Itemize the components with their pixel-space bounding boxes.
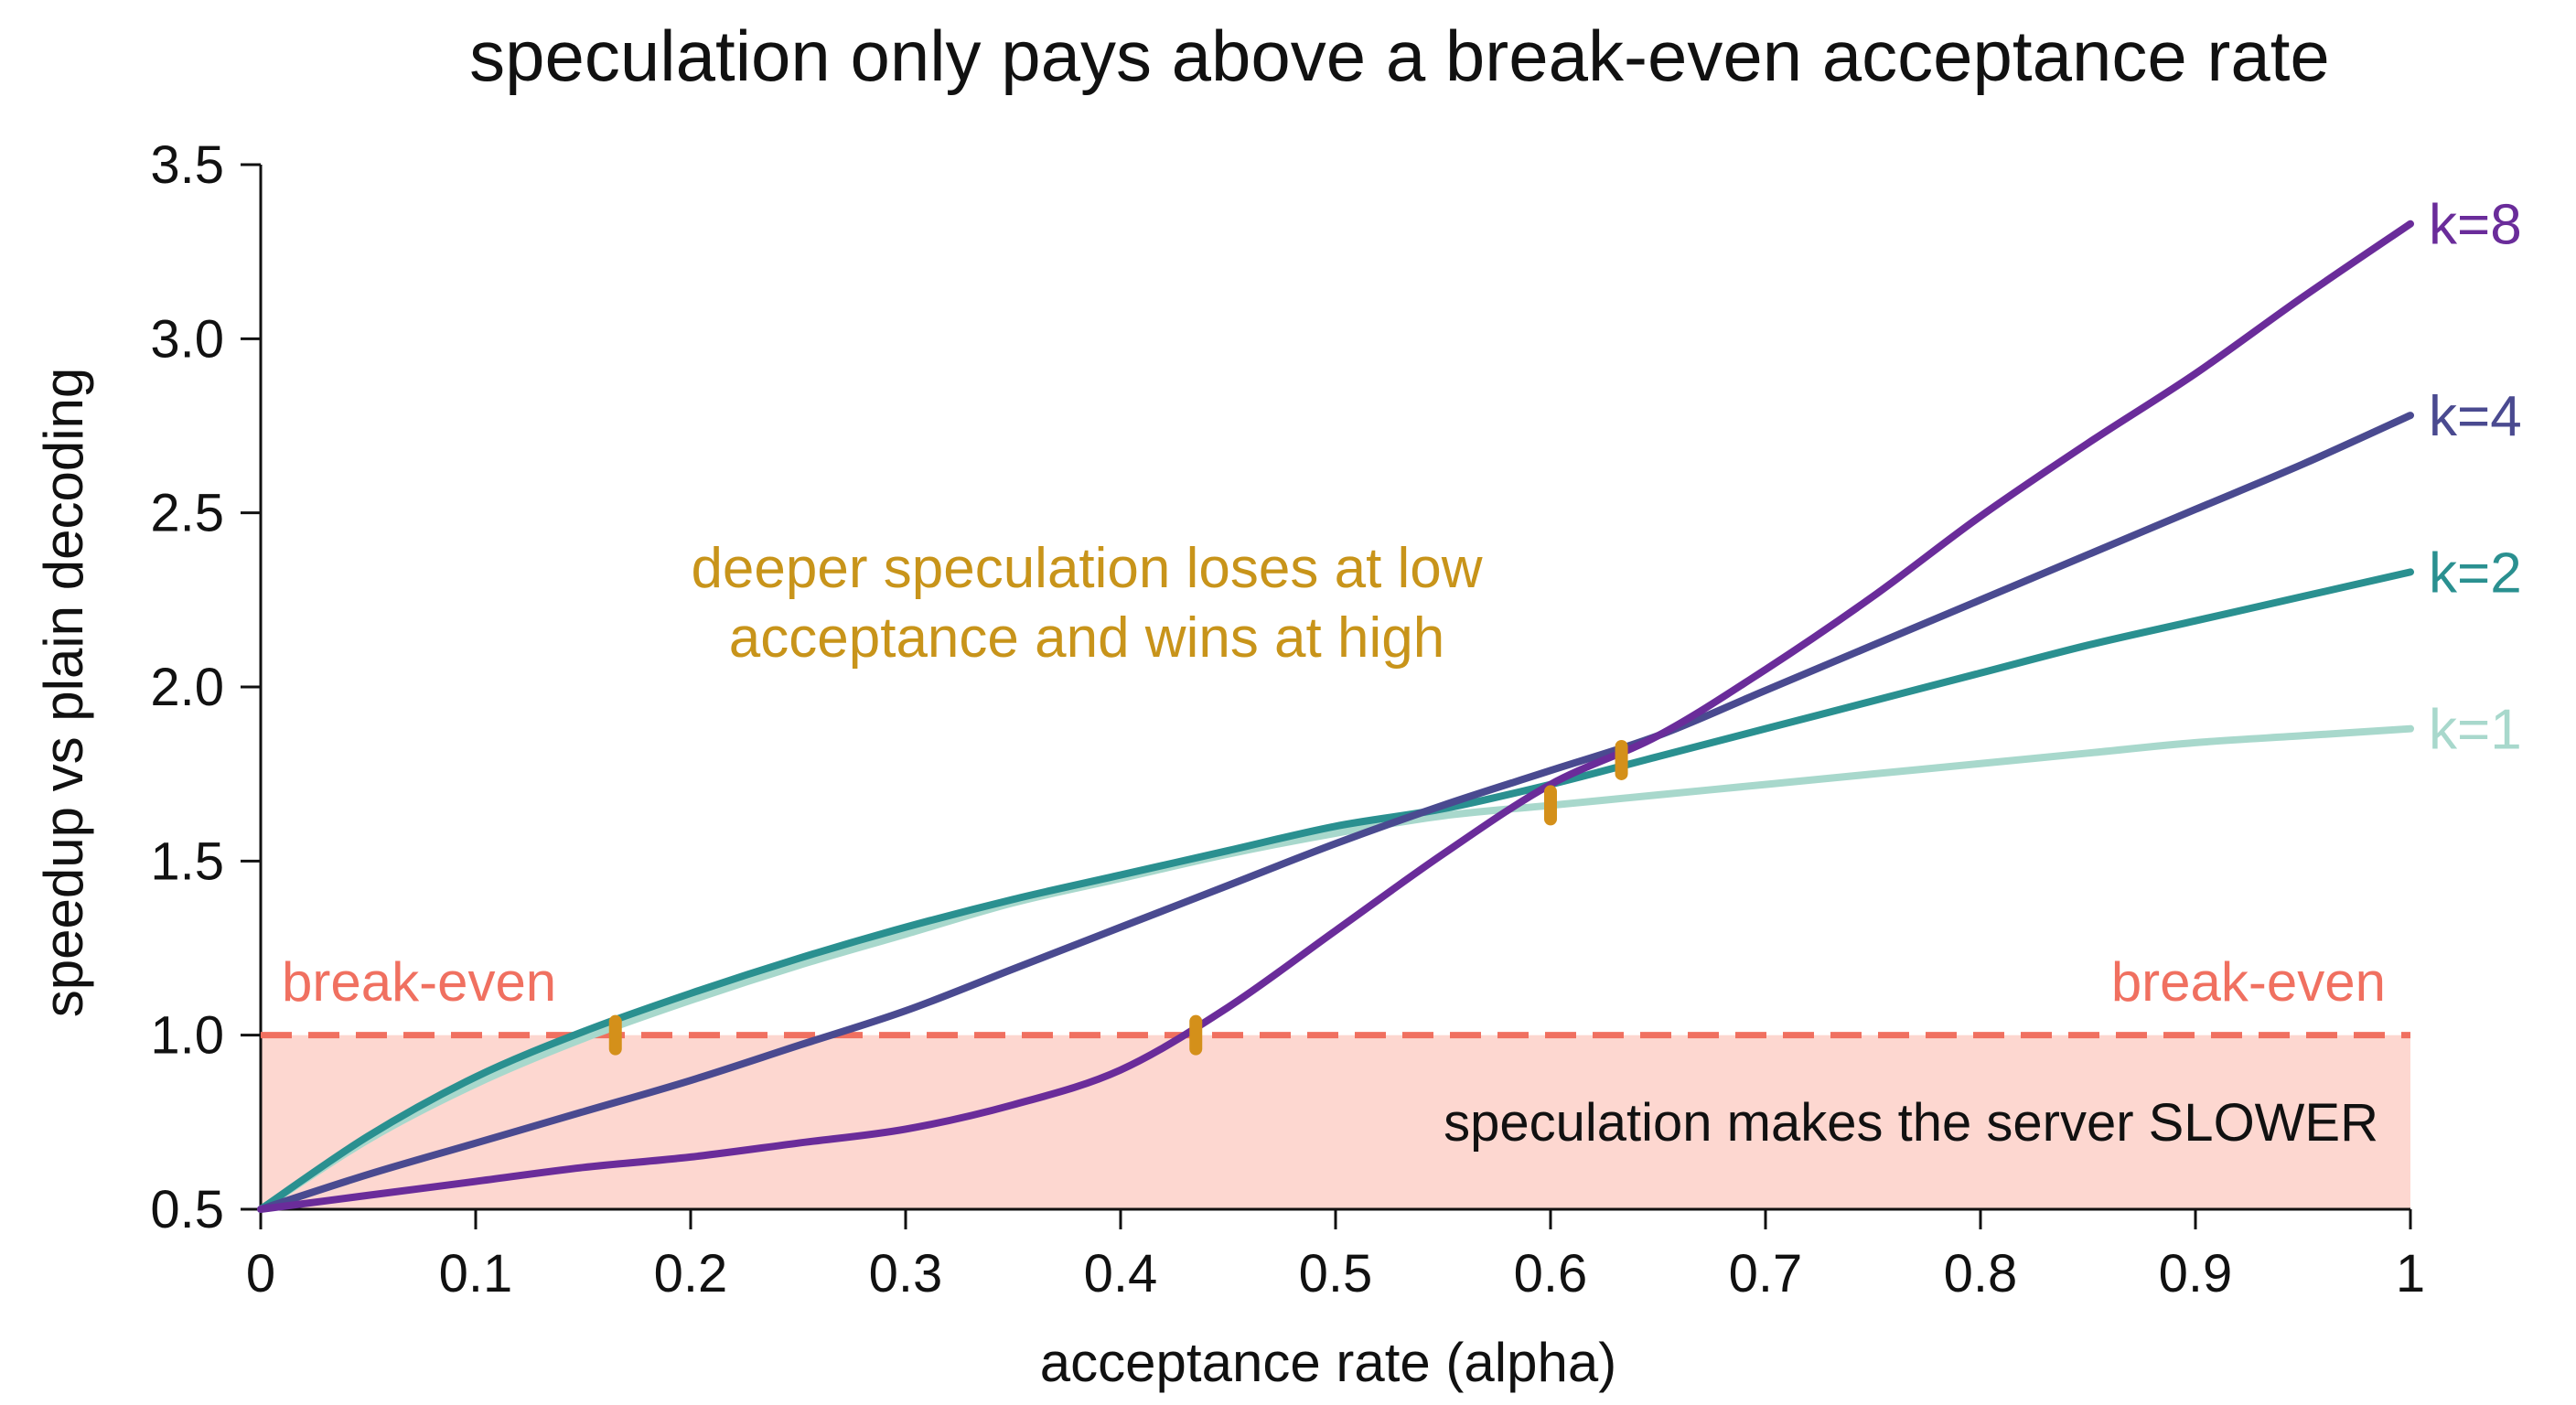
x-tick-label: 0.1 bbox=[439, 1244, 513, 1303]
annotation-line-2: acceptance and wins at high bbox=[729, 606, 1444, 670]
crossover-marker bbox=[1189, 1014, 1203, 1056]
x-tick-label: 0.8 bbox=[1944, 1244, 2018, 1303]
x-tick-label: 0.2 bbox=[654, 1244, 728, 1303]
x-tick-label: 0.4 bbox=[1084, 1244, 1158, 1303]
series-label-k4: k=4 bbox=[2429, 385, 2522, 448]
chart-title: speculation only pays above a break-even… bbox=[469, 16, 2330, 96]
series-lines: k=1 k=2 k=4 k=8 bbox=[257, 194, 2522, 1213]
x-tick-label: 0 bbox=[246, 1244, 275, 1303]
series-label-k2: k=2 bbox=[2429, 542, 2522, 605]
crossover-markers bbox=[608, 739, 1628, 1056]
y-tick-label: 1.0 bbox=[150, 1006, 224, 1066]
axis-ticks: 0 0.1 0.2 0.3 0.4 0.5 0.6 0.7 0.8 0.9 1 0.5 1.0 1.5 2.… bbox=[150, 135, 2425, 1303]
y-tick-label: 0.5 bbox=[150, 1180, 224, 1239]
break-even-label-right: break-even bbox=[2111, 951, 2386, 1013]
slower-region-label: speculation makes the server SLOWER bbox=[1444, 1093, 2378, 1153]
series-line-k2 bbox=[257, 568, 2414, 1213]
crossover-marker bbox=[608, 1014, 622, 1056]
x-tick-label: 0.3 bbox=[869, 1244, 943, 1303]
series-line-k1 bbox=[257, 724, 2414, 1213]
series-label-k1: k=1 bbox=[2429, 699, 2522, 762]
y-axis-label: speedup vs plain decoding bbox=[33, 368, 94, 1018]
x-axis-label: acceptance rate (alpha) bbox=[1040, 1332, 1616, 1393]
crossover-marker bbox=[1615, 739, 1628, 780]
y-tick-label: 2.5 bbox=[150, 484, 224, 543]
x-tick-label: 0.6 bbox=[1514, 1244, 1588, 1303]
series-line-k4 bbox=[257, 412, 2414, 1213]
y-tick-label: 3.5 bbox=[150, 135, 224, 195]
y-tick-label: 3.0 bbox=[150, 309, 224, 369]
series-label-k8: k=8 bbox=[2429, 194, 2522, 257]
y-tick-label: 1.5 bbox=[150, 831, 224, 891]
crossover-marker bbox=[1544, 785, 1557, 826]
x-tick-label: 0.9 bbox=[2159, 1244, 2233, 1303]
x-tick-label: 0.5 bbox=[1299, 1244, 1373, 1303]
x-tick-label: 1 bbox=[2396, 1244, 2425, 1303]
break-even-label-left: break-even bbox=[282, 951, 556, 1013]
y-tick-label: 2.0 bbox=[150, 658, 224, 717]
annotation-line-1: deeper speculation loses at low bbox=[691, 537, 1482, 600]
series-line-k8 bbox=[257, 220, 2414, 1213]
slower-region bbox=[261, 1035, 2410, 1209]
x-tick-label: 0.7 bbox=[1729, 1244, 1803, 1303]
